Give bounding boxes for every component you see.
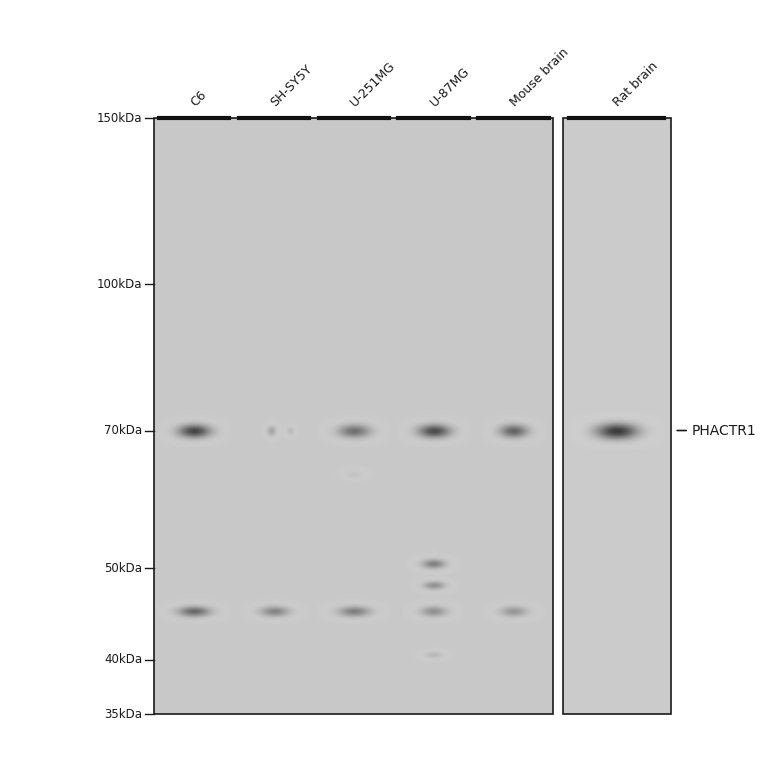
Bar [154, 118, 553, 714]
Text: 50kDa: 50kDa [104, 562, 142, 575]
Text: PHACTR1: PHACTR1 [691, 423, 756, 438]
Text: 35kDa: 35kDa [104, 707, 142, 721]
Text: Rat brain: Rat brain [611, 60, 661, 109]
Text: U-251MG: U-251MG [348, 59, 398, 109]
Text: 100kDa: 100kDa [97, 278, 142, 291]
Text: Mouse brain: Mouse brain [508, 46, 571, 109]
Text: U-87MG: U-87MG [428, 65, 473, 109]
Bar [563, 118, 671, 714]
Text: 70kDa: 70kDa [104, 424, 142, 437]
Text: 150kDa: 150kDa [97, 112, 142, 125]
Text: 40kDa: 40kDa [104, 653, 142, 666]
Text: SH-SY5Y: SH-SY5Y [268, 63, 315, 109]
Text: C6: C6 [189, 89, 209, 109]
